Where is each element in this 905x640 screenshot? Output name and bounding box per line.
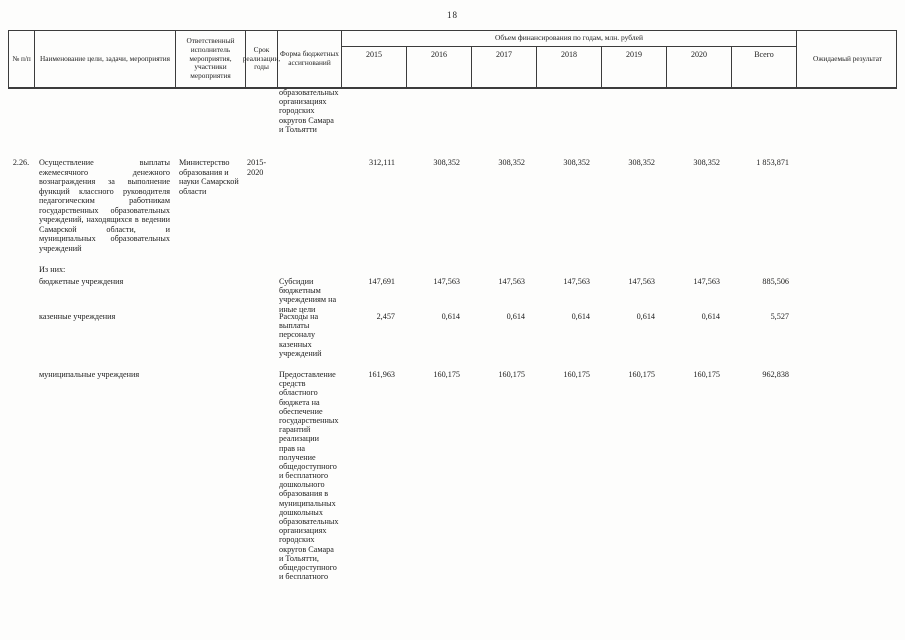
cell-value-2016: 160,175 (433, 370, 460, 379)
cell-value-2016: 308,352 (433, 158, 460, 167)
cell-value-2020: 160,175 (693, 370, 720, 379)
cell-value-total: 5,527 (770, 312, 789, 321)
cell-name: бюджетные учреждения (39, 277, 124, 286)
header-cell-year-2016: 2016 (407, 47, 472, 87)
table-row: казенные учреждения Расходы на выплаты п… (8, 312, 897, 358)
cell-value-2015: 147,691 (368, 277, 395, 286)
cell-value-2015: 161,963 (368, 370, 395, 379)
table-row: образовательных организациях городских о… (8, 88, 897, 134)
cell-value-2019: 0,614 (636, 312, 655, 321)
cell-value-total: 962,838 (762, 370, 789, 379)
header-cell-year-2015: 2015 (342, 47, 407, 87)
table-row: бюджетные учреждения Субсидии бюджетным … (8, 277, 897, 314)
page-number: 18 (447, 10, 458, 20)
header-cell-finance-group: Объем финансирования по годам, млн. рубл… (342, 31, 797, 47)
cell-value-2015: 2,457 (376, 312, 395, 321)
table-header: № п/п Наименование цели, задачи, меропри… (8, 30, 897, 89)
cell-term: 2015-2020 (247, 158, 267, 177)
cell-value-2020: 308,352 (693, 158, 720, 167)
cell-value-2017: 0,614 (506, 312, 525, 321)
cell-executor: Министерство образования и науки Самарск… (179, 158, 239, 196)
cell-value-2015: 312,111 (368, 158, 395, 167)
header-cell-total: Всего (732, 47, 797, 87)
header-cell-term: Срок реализации, годы (243, 31, 280, 87)
cell-name: Осуществление выплаты ежемесячного денеж… (39, 158, 170, 253)
cell-value-2016: 0,614 (441, 312, 460, 321)
cell-value-total: 885,506 (762, 277, 789, 286)
header-cell-form: Форма бюджетных ассигнований (278, 31, 342, 87)
cell-value-2018: 160,175 (563, 370, 590, 379)
cell-form: Субсидии бюджетным учреждениям на иные ц… (279, 277, 337, 314)
cell-value-2018: 147,563 (563, 277, 590, 286)
header-cell-num: № п/п (9, 31, 35, 87)
cell-value-2018: 0,614 (571, 312, 590, 321)
cell-value-2020: 0,614 (701, 312, 720, 321)
cell-form: Предоставление средств областного бюджет… (279, 370, 339, 582)
table-row: 2.26. Осуществление выплаты ежемесячного… (8, 158, 897, 253)
header-cell-year-2018: 2018 (537, 47, 602, 87)
cell-value-2019: 147,563 (628, 277, 655, 286)
header-cell-result: Ожидаемый результат (813, 53, 882, 63)
table-row: Из них: (8, 265, 897, 275)
cell-form: образовательных организациях городских о… (279, 88, 339, 134)
header-cell-name: Наименование цели, задачи, мероприятия (35, 31, 176, 87)
cell-value-2019: 308,352 (628, 158, 655, 167)
cell-name: Из них: (39, 265, 66, 274)
cell-num: 2.26. (12, 158, 30, 167)
cell-value-2020: 147,563 (693, 277, 720, 286)
cell-value-2017: 160,175 (498, 370, 525, 379)
cell-value-2017: 308,352 (498, 158, 525, 167)
cell-value-2017: 147,563 (498, 277, 525, 286)
cell-name: муниципальные учреждения (39, 370, 140, 379)
table-row: муниципальные учреждения Предоставление … (8, 370, 897, 581)
cell-value-total: 1 853,871 (756, 158, 789, 167)
cell-form: Расходы на выплаты персоналу казенных уч… (279, 312, 322, 358)
cell-value-2018: 308,352 (563, 158, 590, 167)
header-cell-executor: Ответственный исполнитель мероприятия, у… (176, 31, 246, 87)
cell-name: казенные учреждения (39, 312, 116, 321)
header-cell-year-2020: 2020 (667, 47, 732, 87)
cell-value-2016: 147,563 (433, 277, 460, 286)
header-cell-year-2017: 2017 (472, 47, 537, 87)
header-cell-year-2019: 2019 (602, 47, 667, 87)
cell-value-2019: 160,175 (628, 370, 655, 379)
